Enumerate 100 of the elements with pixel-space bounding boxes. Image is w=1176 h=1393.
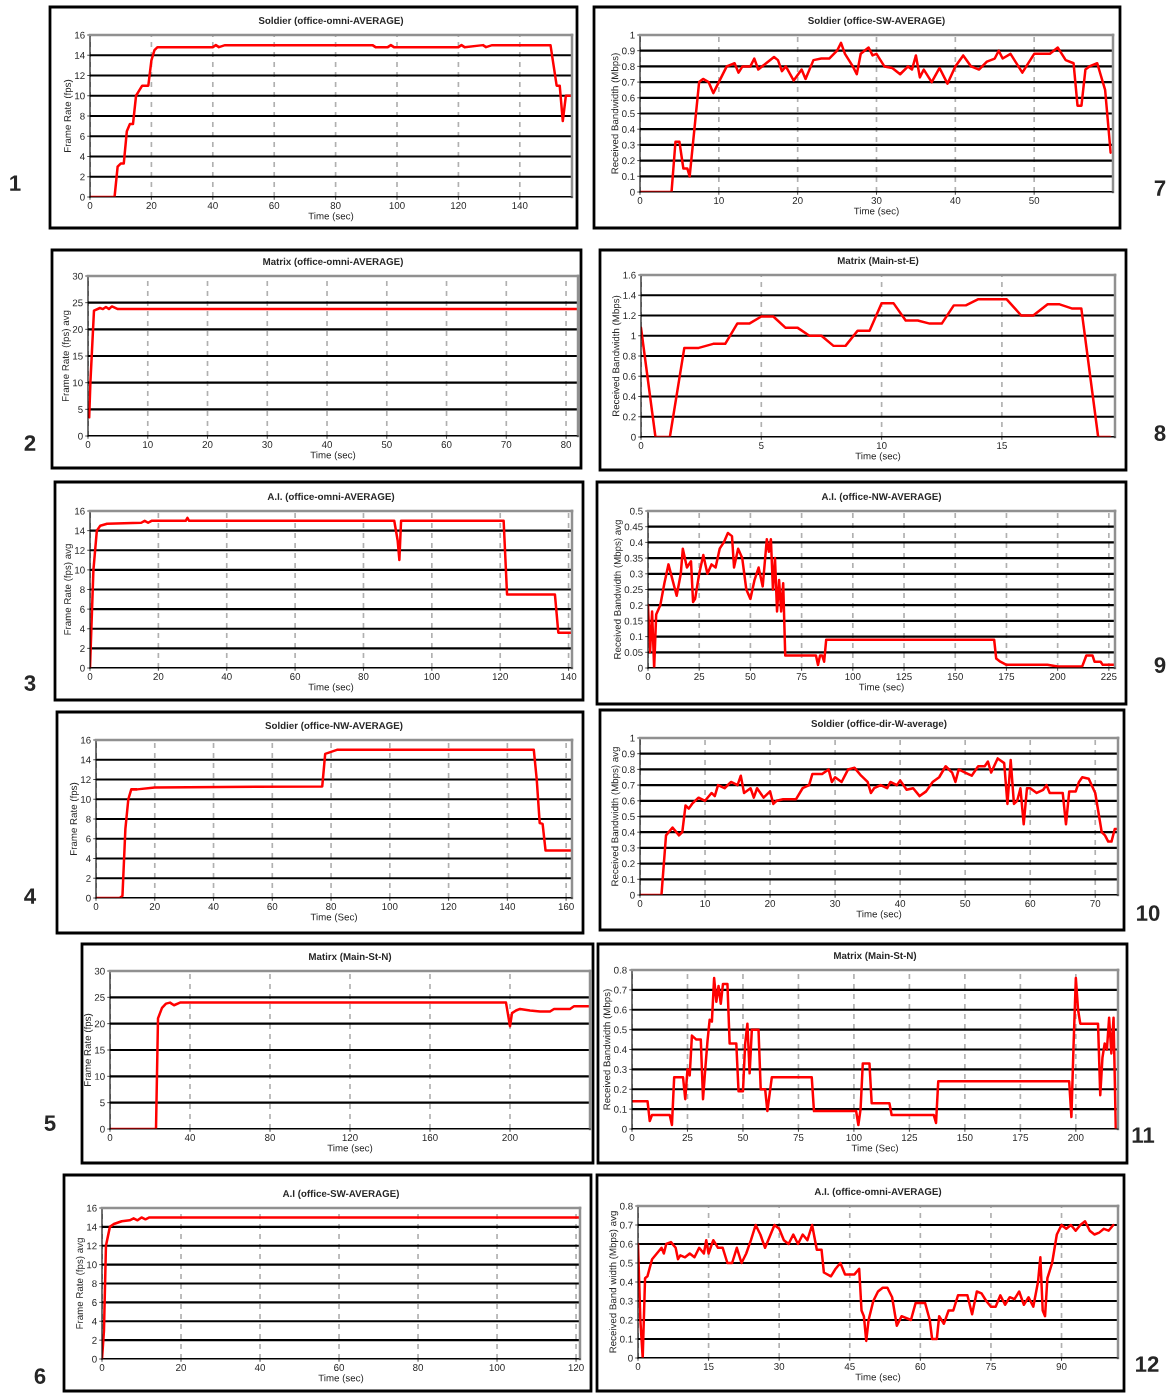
y-tick-label: 14 bbox=[81, 756, 91, 764]
chart-title: A.I (office-SW-AVERAGE) bbox=[282, 1189, 399, 1199]
x-axis-title: Time (sec) bbox=[308, 683, 354, 693]
y-tick-label: 2 bbox=[80, 173, 85, 181]
y-tick-label: 0.7 bbox=[622, 781, 635, 789]
x-tick-label: 60 bbox=[1025, 900, 1036, 907]
y-tick-label: 10 bbox=[87, 1261, 97, 1269]
y-tick-label: 0.5 bbox=[630, 507, 643, 515]
y-axis-title: Frame Rate (fps) avg bbox=[75, 1238, 85, 1329]
y-tick-label: 4 bbox=[79, 625, 85, 633]
x-tick-label: 60 bbox=[269, 202, 280, 209]
y-tick-label: 0.9 bbox=[622, 750, 635, 758]
x-tick-label: 20 bbox=[176, 1364, 187, 1371]
y-tick-label: 0.3 bbox=[630, 570, 643, 578]
y-tick-label: 6 bbox=[80, 605, 85, 613]
y-tick-label: 0.8 bbox=[623, 352, 636, 360]
x-tick-label: 10 bbox=[714, 197, 724, 204]
y-tick-label: 16 bbox=[75, 507, 85, 515]
y-axis-title: Received Bandwidth (Mbps) bbox=[603, 989, 613, 1110]
x-tick-label: 10 bbox=[143, 441, 153, 448]
chart-title: Matrix (Main-st-E) bbox=[837, 256, 919, 266]
x-axis-title: Time (Sec) bbox=[851, 1144, 898, 1154]
x-tick-label: 70 bbox=[501, 441, 512, 448]
y-tick-label: 0.3 bbox=[614, 1066, 627, 1073]
y-tick-label: 2 bbox=[86, 874, 91, 882]
x-tick-label: 20 bbox=[153, 673, 164, 680]
x-axis-title: Time (sec) bbox=[856, 910, 902, 920]
y-tick-label: 0.15 bbox=[624, 617, 643, 625]
x-tick-label: 40 bbox=[184, 1134, 196, 1141]
y-tick-label: 0 bbox=[638, 664, 643, 672]
y-tick-label: 0.45 bbox=[624, 523, 643, 531]
x-tick-label: 75 bbox=[793, 1134, 804, 1141]
y-tick-label: 20 bbox=[72, 326, 83, 333]
y-tick-label: 0.6 bbox=[623, 372, 636, 380]
x-tick-label: 40 bbox=[208, 903, 219, 910]
x-tick-label: 50 bbox=[737, 1134, 748, 1141]
x-axis-title: Time (sec) bbox=[327, 1144, 373, 1154]
x-tick-label: 140 bbox=[512, 202, 528, 209]
x-tick-label: 140 bbox=[499, 903, 516, 910]
x-tick-label: 60 bbox=[334, 1364, 345, 1371]
x-axis-title: Time (sec) bbox=[308, 212, 354, 222]
y-tick-label: 30 bbox=[94, 967, 105, 975]
x-tick-label: 75 bbox=[986, 1363, 996, 1370]
x-tick-label: 150 bbox=[947, 673, 963, 680]
y-tick-label: 16 bbox=[75, 31, 85, 39]
y-tick-label: 15 bbox=[95, 1046, 105, 1054]
line-series bbox=[88, 305, 578, 419]
y-tick-label: 0 bbox=[631, 433, 636, 441]
x-tick-label: 120 bbox=[441, 903, 457, 910]
y-tick-label: 4 bbox=[79, 153, 85, 161]
x-tick-label: 40 bbox=[207, 202, 218, 209]
x-tick-label: 60 bbox=[915, 1363, 926, 1370]
y-tick-label: 0.4 bbox=[620, 1278, 633, 1286]
y-tick-label: 1 bbox=[630, 734, 635, 742]
text: 12 bbox=[1136, 1356, 1159, 1372]
x-tick-label: 50 bbox=[960, 900, 971, 907]
y-tick-label: 0.35 bbox=[624, 554, 643, 562]
x-tick-label: 90 bbox=[1056, 1363, 1067, 1370]
x-tick-label: 100 bbox=[846, 1134, 862, 1141]
line-series bbox=[638, 1219, 1115, 1358]
y-tick-label: 12 bbox=[87, 1242, 97, 1250]
x-tick-label: 20 bbox=[765, 900, 776, 907]
x-tick-label: 120 bbox=[342, 1134, 358, 1141]
y-tick-label: 0.6 bbox=[622, 94, 635, 102]
y-tick-label: 6 bbox=[92, 1299, 97, 1306]
y-tick-label: 0.2 bbox=[622, 157, 635, 165]
y-tick-label: 10 bbox=[81, 795, 91, 803]
y-tick-label: 16 bbox=[81, 736, 91, 744]
x-tick-label: 100 bbox=[489, 1364, 505, 1371]
y-tick-label: 25 bbox=[72, 299, 83, 307]
x-tick-label: 80 bbox=[330, 202, 341, 209]
x-tick-label: 40 bbox=[254, 1364, 266, 1371]
y-tick-label: 0.3 bbox=[620, 1297, 633, 1305]
chart-title: Matrix (office-omni-AVERAGE) bbox=[263, 257, 403, 267]
y-tick-label: 14 bbox=[75, 527, 85, 535]
chart-title: Soldier (office-omni-AVERAGE) bbox=[258, 16, 404, 26]
chart-title: Soldier (office-NW-AVERAGE) bbox=[265, 721, 403, 731]
x-axis-title: Time (sec) bbox=[310, 451, 356, 461]
x-tick-label: 50 bbox=[381, 441, 392, 448]
x-tick-label: 160 bbox=[422, 1134, 438, 1141]
x-tick-label: 25 bbox=[682, 1134, 693, 1141]
y-tick-label: 0.1 bbox=[614, 1105, 627, 1113]
x-tick-label: 30 bbox=[830, 900, 841, 907]
x-tick-label: 80 bbox=[326, 903, 337, 910]
y-tick-label: 0.4 bbox=[622, 125, 635, 133]
chart-title: Soldier (office-SW-AVERAGE) bbox=[808, 16, 945, 26]
y-tick-label: 0.6 bbox=[614, 1006, 627, 1014]
y-axis-title: Received Band width (Mbps) avg bbox=[609, 1211, 619, 1353]
y-tick-label: 10 bbox=[73, 379, 83, 387]
x-tick-label: 100 bbox=[845, 673, 861, 680]
text: 9 bbox=[1154, 657, 1166, 673]
text: 4 bbox=[24, 888, 37, 904]
x-tick-label: 80 bbox=[561, 441, 572, 448]
x-tick-label: 100 bbox=[389, 202, 405, 209]
y-tick-label: 0.4 bbox=[623, 393, 636, 401]
x-tick-label: 200 bbox=[1068, 1134, 1084, 1141]
x-tick-label: 175 bbox=[1012, 1134, 1029, 1141]
y-tick-label: 0.1 bbox=[622, 173, 635, 180]
y-axis-title: Frame Rate (fps) avg bbox=[63, 544, 73, 635]
x-tick-label: 20 bbox=[149, 903, 160, 910]
